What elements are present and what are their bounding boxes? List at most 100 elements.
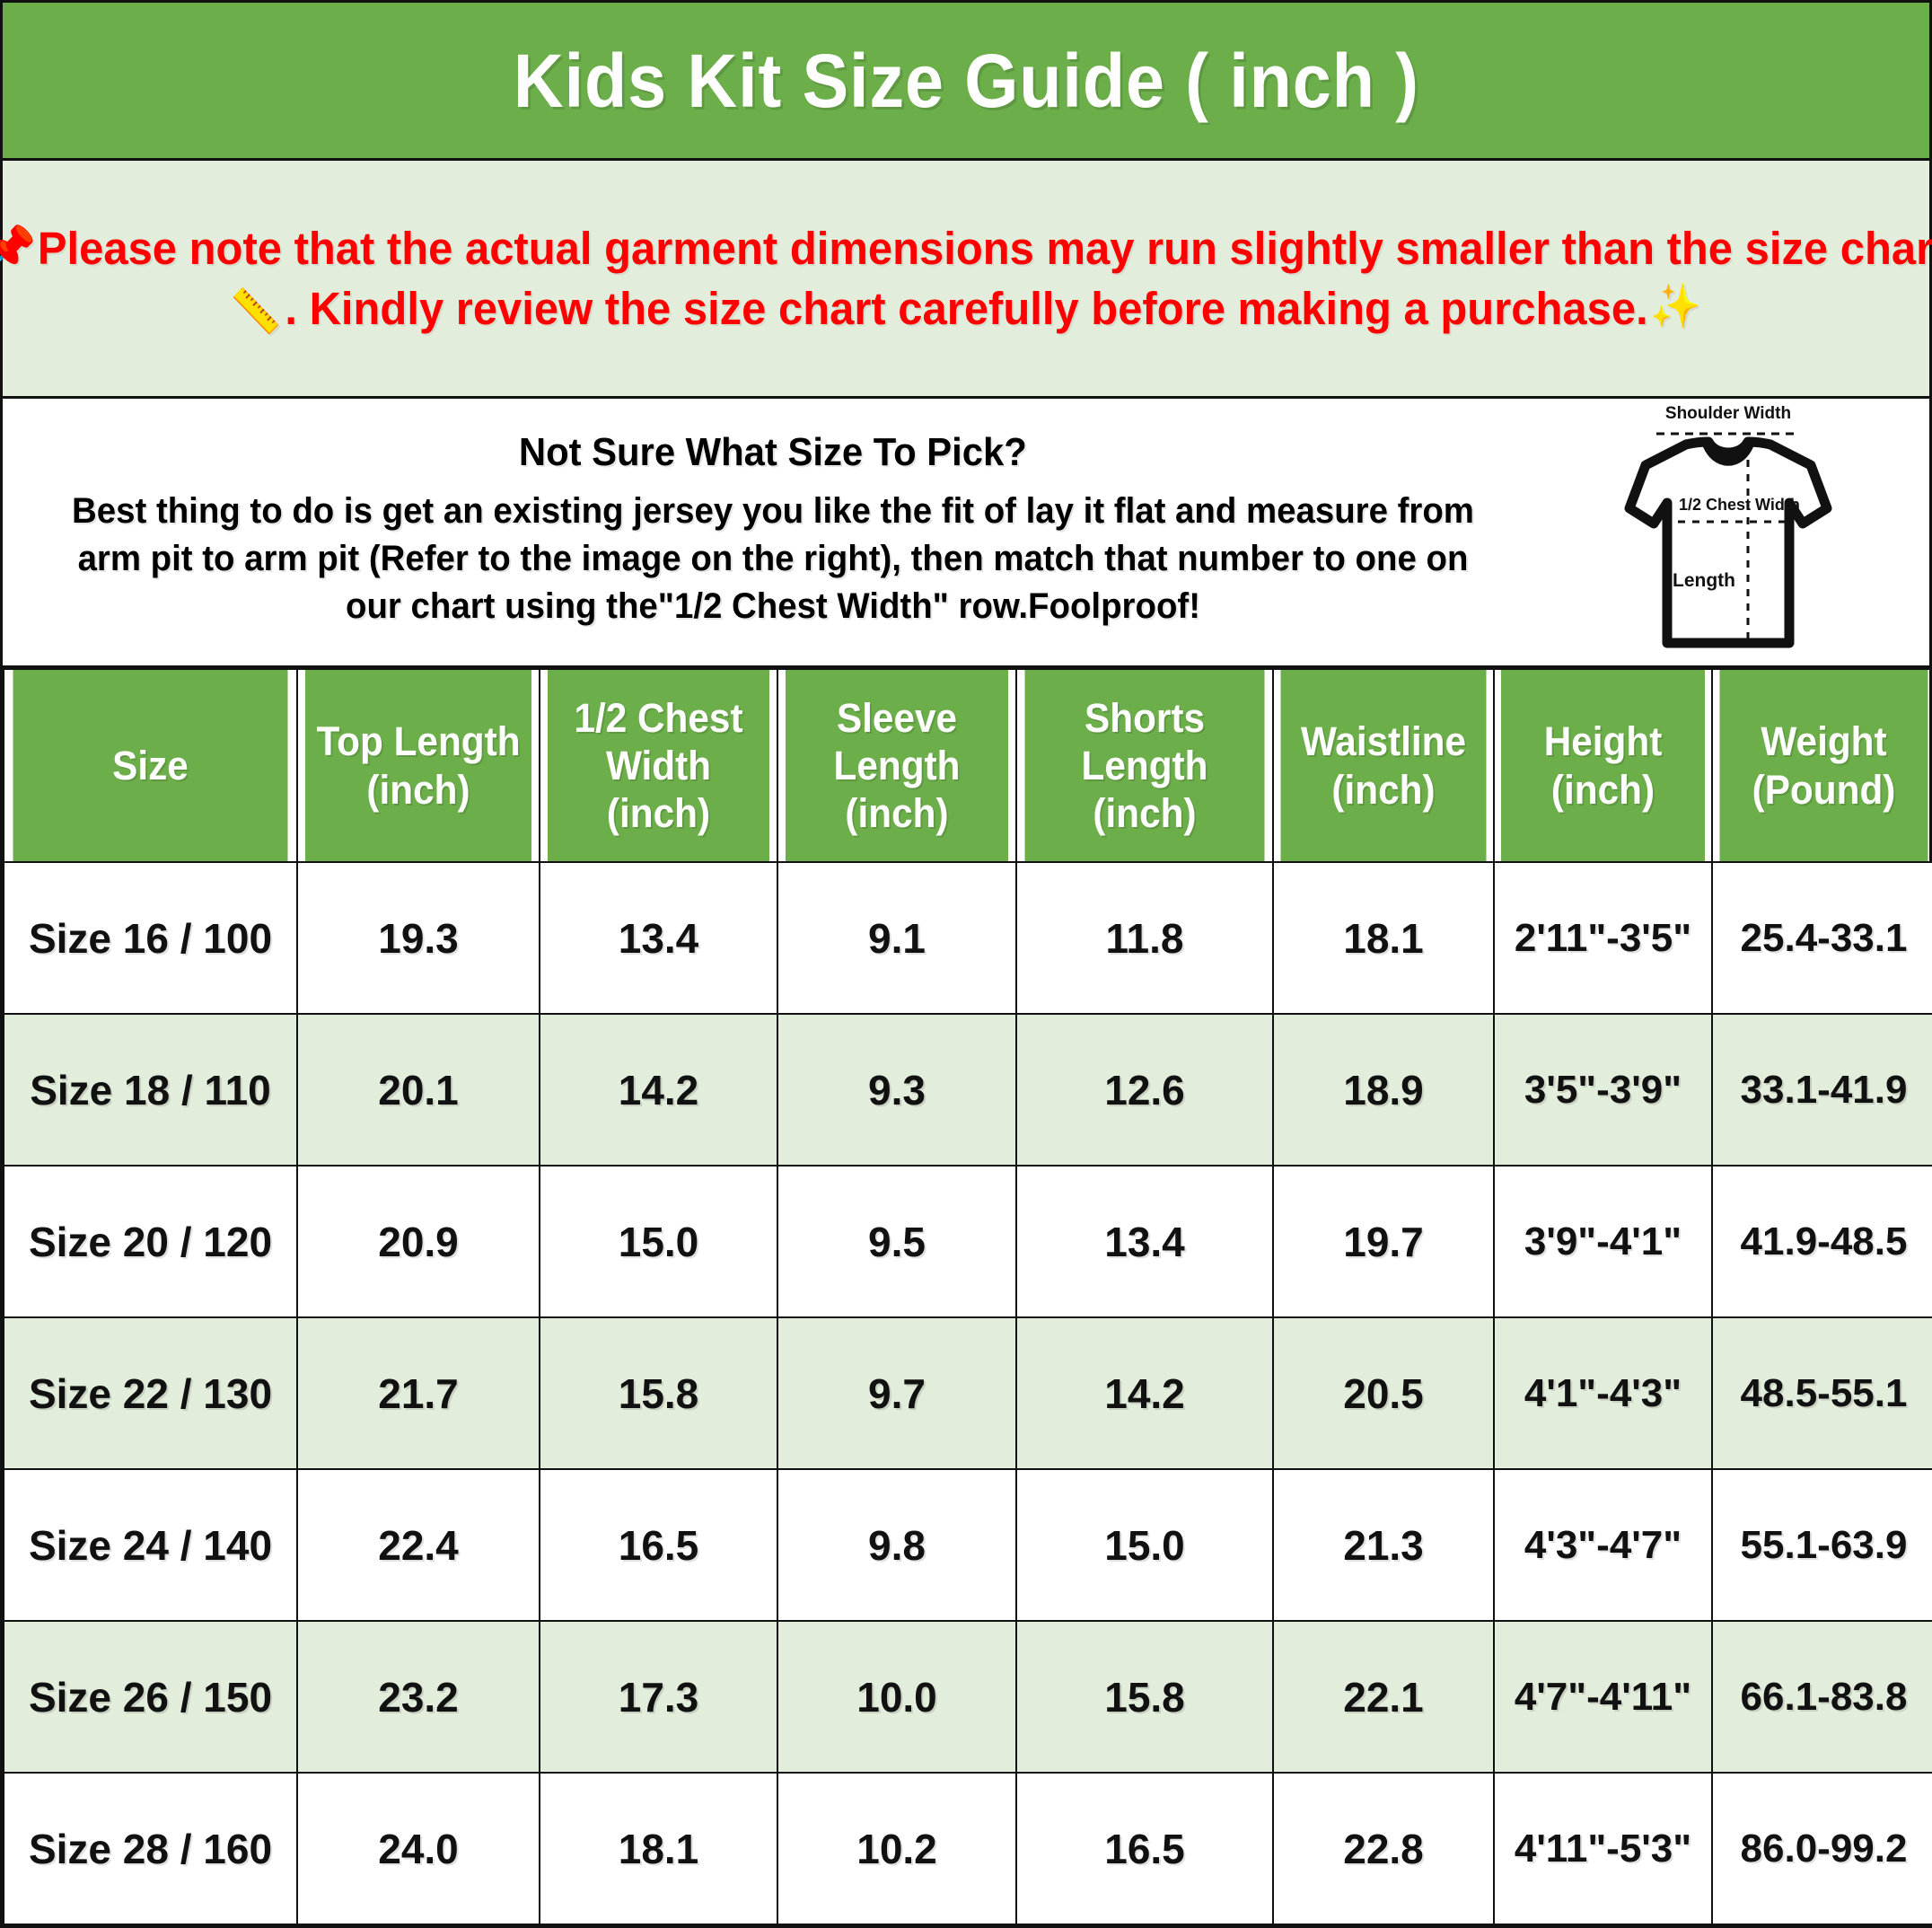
cell-top-length: 20.1: [296, 1013, 540, 1166]
cell-sleeve-length: 10.0: [777, 1620, 1017, 1774]
col-header-size: Size: [11, 668, 290, 863]
cell-height: 4'1"-4'3": [1493, 1316, 1713, 1470]
tshirt-outline: [1624, 436, 1832, 647]
col-header-shorts-length-line2: Length (inch): [1081, 742, 1208, 837]
cell-chest-width: 18.1: [539, 1772, 778, 1925]
col-header-sleeve-length: Sleeve Length (inch): [784, 668, 1010, 863]
cell-waistline: 20.5: [1272, 1316, 1495, 1470]
cell-weight: 86.0-99.2: [1711, 1772, 1932, 1925]
col-header-weight-line1: Weight: [1761, 718, 1887, 765]
table-row: Size 24 / 140 22.4 16.5 9.8 15.0 21.3 4'…: [3, 1468, 1932, 1622]
chest-width-label: 1/2 Chest Width: [1679, 496, 1800, 514]
ruler-icon: 📏: [230, 287, 282, 336]
cell-weight: 55.1-63.9: [1711, 1468, 1932, 1622]
cell-waistline: 22.1: [1272, 1620, 1495, 1774]
cell-waistline: 21.3: [1272, 1468, 1495, 1622]
cell-shorts-length: 16.5: [1015, 1772, 1274, 1925]
tshirt-collar: [1701, 437, 1755, 466]
cell-weight: 25.4-33.1: [1711, 861, 1932, 1015]
page-title: Kids Kit Size Guide ( inch ): [513, 38, 1419, 123]
info-heading: Not Sure What Size To Pick?: [519, 429, 1027, 474]
table-row: Size 16 / 100 19.3 13.4 9.1 11.8 18.1 2'…: [3, 861, 1932, 1015]
cell-top-length: 22.4: [296, 1468, 540, 1622]
col-header-chest-width: 1/2 Chest Width (inch): [546, 668, 771, 863]
cell-sleeve-length: 9.5: [777, 1165, 1017, 1318]
cell-chest-width: 14.2: [539, 1013, 778, 1166]
col-header-weight: Weight (Pound): [1717, 668, 1930, 863]
info-band: Not Sure What Size To Pick? Best thing t…: [3, 399, 1929, 668]
cell-size: Size 28 / 160: [3, 1772, 298, 1925]
cell-sleeve-length: 9.1: [777, 861, 1017, 1015]
cell-top-length: 24.0: [296, 1772, 540, 1925]
cell-waistline: 18.1: [1272, 861, 1495, 1015]
cell-height: 4'7"-4'11": [1493, 1620, 1713, 1774]
table-row: Size 20 / 120 20.9 15.0 9.5 13.4 19.7 3'…: [3, 1165, 1932, 1318]
cell-size: Size 20 / 120: [3, 1165, 298, 1318]
col-header-waistline-line2: (inch): [1331, 766, 1436, 813]
cell-height: 2'11"-3'5": [1493, 861, 1713, 1015]
col-header-shorts-length: Shorts Length (inch): [1023, 668, 1267, 863]
table-row: Size 28 / 160 24.0 18.1 10.2 16.5 22.8 4…: [3, 1772, 1932, 1925]
cell-top-length: 21.7: [296, 1316, 540, 1470]
cell-waistline: 22.8: [1272, 1772, 1495, 1925]
table-row: Size 26 / 150 23.2 17.3 10.0 15.8 22.1 4…: [3, 1620, 1932, 1774]
col-header-chest-width-line2: Width (inch): [605, 742, 712, 837]
col-header-sleeve-length-line1: Sleeve: [836, 694, 958, 741]
col-header-waistline: Waistline (inch): [1278, 668, 1489, 863]
col-header-size-line1: Size: [112, 742, 189, 788]
col-header-height-line2: (inch): [1550, 766, 1655, 813]
cell-shorts-length: 13.4: [1015, 1165, 1274, 1318]
table-header: Size Top Length (inch) 1/2 Chest Width (…: [4, 668, 1932, 863]
notice-line-2: 📏 . Kindly review the size chart careful…: [231, 278, 1702, 339]
col-header-top-length-line2: (inch): [366, 766, 470, 813]
cell-chest-width: 15.0: [539, 1165, 778, 1318]
table-row: Size 18 / 110 20.1 14.2 9.3 12.6 18.9 3'…: [3, 1013, 1932, 1166]
cell-height: 3'9"-4'1": [1493, 1165, 1713, 1318]
col-header-weight-line2: (Pound): [1752, 766, 1896, 813]
cell-weight: 41.9-48.5: [1711, 1165, 1932, 1318]
cell-shorts-length: 12.6: [1015, 1013, 1274, 1166]
cell-size: Size 18 / 110: [3, 1013, 298, 1166]
table-row: Size 22 / 130 21.7 15.8 9.7 14.2 20.5 4'…: [3, 1316, 1932, 1470]
col-header-top-length-line1: Top Length: [316, 718, 521, 765]
cell-shorts-length: 11.8: [1015, 861, 1274, 1015]
title-band: Kids Kit Size Guide ( inch ): [3, 3, 1929, 161]
table-header-row: Size Top Length (inch) 1/2 Chest Width (…: [4, 668, 1932, 863]
pushpin-icon: 📌: [0, 228, 36, 271]
cell-size: Size 26 / 150: [3, 1620, 298, 1774]
cell-height: 4'3"-4'7": [1493, 1468, 1713, 1622]
cell-sleeve-length: 9.7: [777, 1316, 1017, 1470]
col-header-height-line1: Height: [1543, 718, 1663, 765]
cell-height: 4'11"-5'3": [1493, 1772, 1713, 1925]
cell-size: Size 22 / 130: [3, 1316, 298, 1470]
cell-weight: 48.5-55.1: [1711, 1316, 1932, 1470]
cell-shorts-length: 15.8: [1015, 1620, 1274, 1774]
info-text-block: Not Sure What Size To Pick? Best thing t…: [3, 399, 1543, 665]
notice-line-1: 📌 Please note that the actual garment di…: [0, 218, 1932, 278]
cell-size: Size 16 / 100: [3, 861, 298, 1015]
col-header-top-length: Top Length (inch): [303, 668, 533, 863]
sparkles-icon: ✨: [1650, 282, 1702, 330]
col-header-sleeve-length-line2: Length (inch): [833, 742, 961, 837]
col-header-chest-width-line1: 1/2 Chest: [574, 694, 743, 741]
cell-waistline: 18.9: [1272, 1013, 1495, 1166]
cell-top-length: 20.9: [296, 1165, 540, 1318]
tshirt-measurement-svg: Shoulder Width 1/2 Chest Width Length: [1624, 404, 1832, 647]
notice-text-2: . Kindly review the size chart carefully…: [285, 283, 1649, 334]
cell-height: 3'5"-3'9": [1493, 1013, 1713, 1166]
col-header-waistline-line1: Waistline: [1300, 718, 1467, 765]
cell-sleeve-length: 9.8: [777, 1468, 1017, 1622]
cell-top-length: 19.3: [296, 861, 540, 1015]
cell-shorts-length: 15.0: [1015, 1468, 1274, 1622]
cell-size: Size 24 / 140: [3, 1468, 298, 1622]
cell-chest-width: 13.4: [539, 861, 778, 1015]
cell-chest-width: 16.5: [539, 1468, 778, 1622]
col-header-shorts-length-line1: Shorts: [1085, 694, 1205, 741]
cell-waistline: 19.7: [1272, 1165, 1495, 1318]
size-chart-table: Size Top Length (inch) 1/2 Chest Width (…: [3, 668, 1932, 1925]
cell-chest-width: 15.8: [539, 1316, 778, 1470]
cell-sleeve-length: 9.3: [777, 1013, 1017, 1166]
tshirt-diagram: Shoulder Width 1/2 Chest Width Length: [1543, 399, 1929, 665]
cell-shorts-length: 14.2: [1015, 1316, 1274, 1470]
